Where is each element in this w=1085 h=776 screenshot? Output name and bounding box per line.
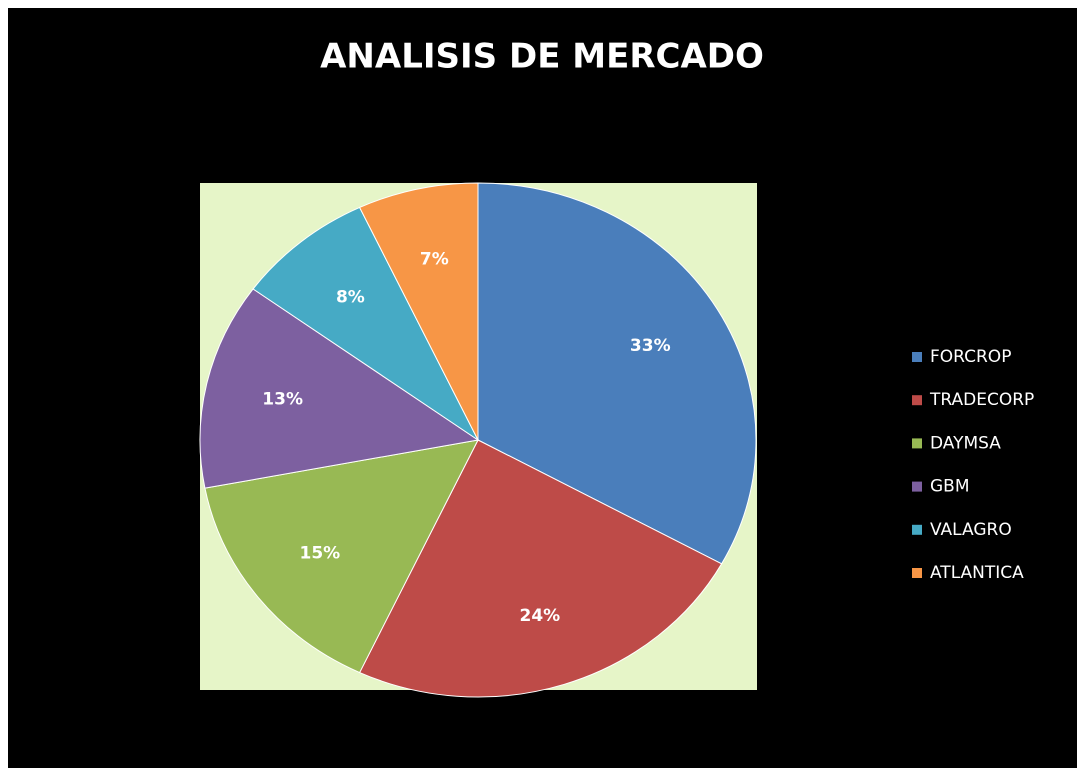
pie-slice: [252, 206, 480, 442]
pie-slice: [358, 439, 723, 698]
legend-label: TRADECORP: [929, 390, 1034, 410]
data-label: 7%: [420, 249, 449, 269]
legend-label: ATLANTICA: [930, 563, 1024, 583]
legend-marker: [912, 524, 922, 535]
pie-slice: [199, 288, 480, 489]
pie-slice: [477, 182, 757, 565]
pie-slice: [204, 439, 479, 674]
data-label: 33%: [630, 336, 671, 356]
legend-marker: [912, 568, 922, 578]
data-label: 8%: [336, 287, 365, 307]
data-label: 15%: [299, 543, 340, 563]
legend-marker: [912, 438, 922, 449]
legend-label: GBM: [930, 477, 970, 497]
pie-slice: [358, 182, 479, 441]
legend-label: DAYMSA: [930, 433, 1001, 453]
legend-marker: [912, 481, 922, 492]
legend-marker: [912, 395, 922, 406]
chart-title: ANALISIS DE MERCADO: [320, 37, 764, 77]
legend-marker: [912, 352, 922, 362]
data-label: 13%: [262, 390, 303, 410]
legend-label: FORCROP: [930, 347, 1011, 367]
legend-label: VALAGRO: [930, 520, 1012, 540]
data-label: 24%: [520, 606, 561, 626]
